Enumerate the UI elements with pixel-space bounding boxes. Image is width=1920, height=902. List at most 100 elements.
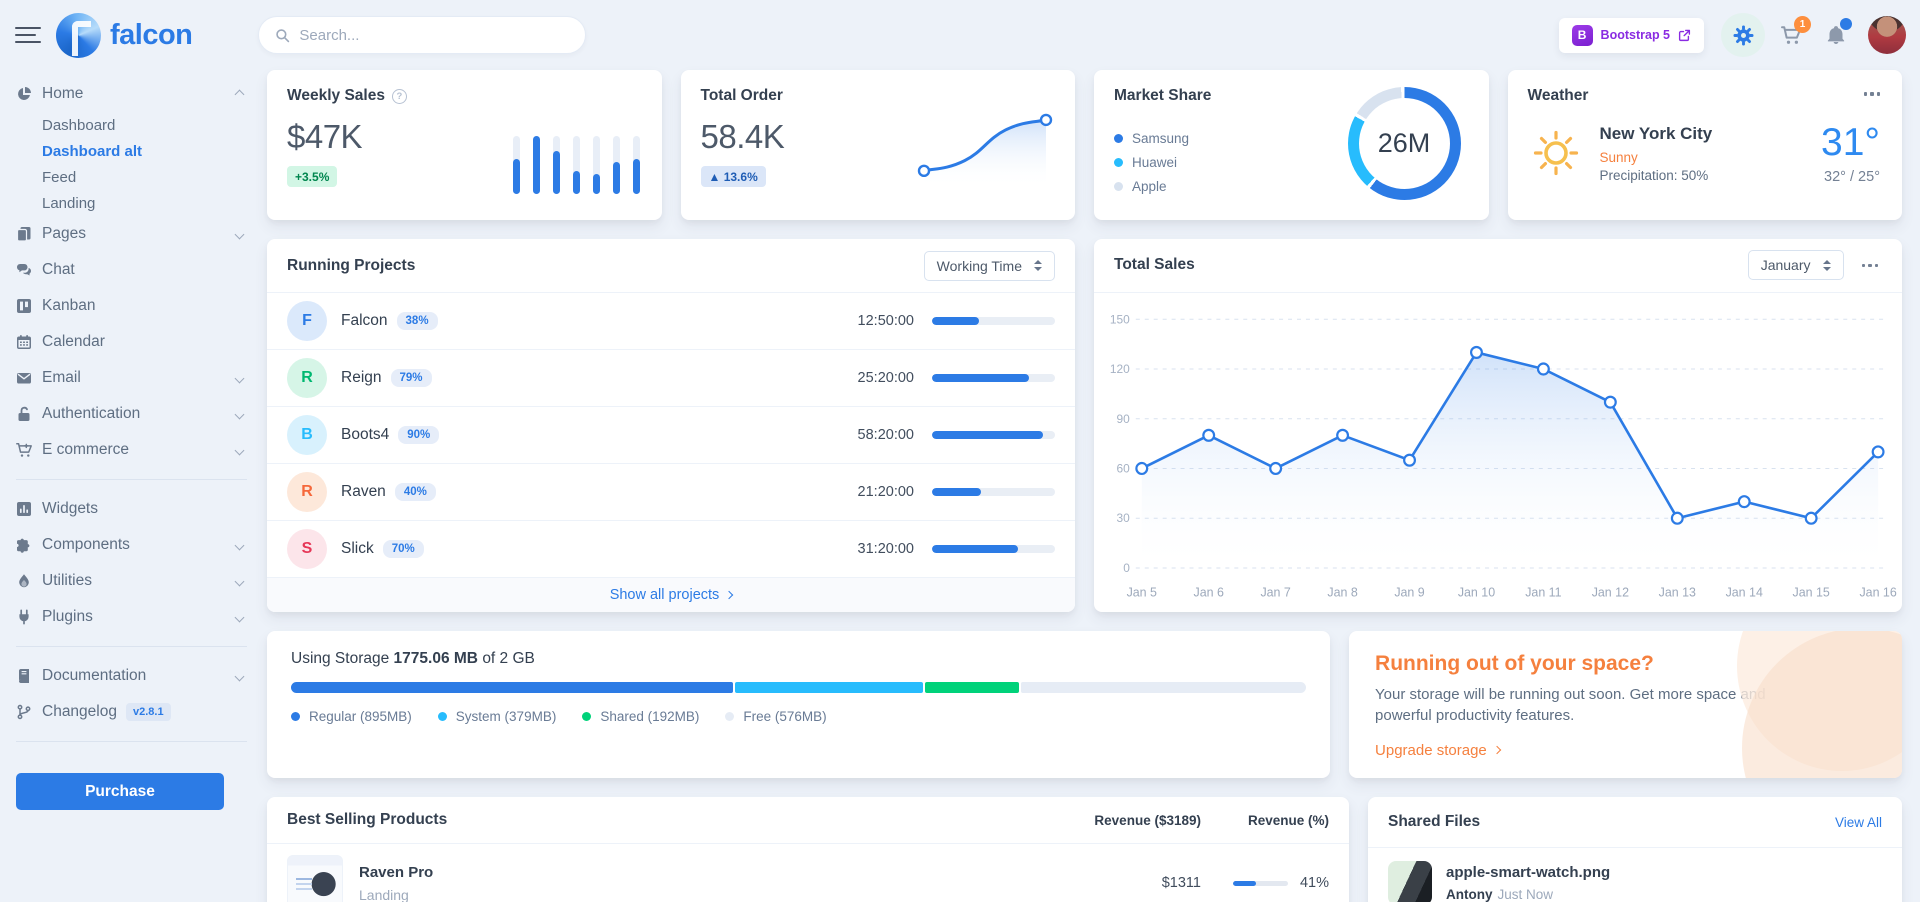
weather-city: New York City xyxy=(1599,123,1713,143)
project-avatar: R xyxy=(287,472,327,513)
total-order-title: Total Order xyxy=(700,87,783,104)
storage-card: Using Storage 1775.06 MB of 2 GB Regular… xyxy=(267,631,1331,778)
sidebar-item-home[interactable]: Home xyxy=(16,76,247,112)
sidebar-item-pages[interactable]: Pages xyxy=(16,216,247,252)
market-legend-item-huawei: Huawei xyxy=(1114,155,1469,170)
sidebar-subitem-dashboard[interactable]: Dashboard xyxy=(42,116,116,134)
user-avatar[interactable] xyxy=(1868,16,1906,54)
storage-legend-label: Shared (192MB) xyxy=(600,709,700,724)
book-icon xyxy=(16,668,34,685)
show-all-projects-link[interactable]: Show all projects xyxy=(267,578,1075,612)
project-row-reign: R Reign 79% 25:20:00 xyxy=(267,350,1075,408)
search-box[interactable] xyxy=(258,16,587,54)
weather-menu-button[interactable] xyxy=(1860,88,1885,100)
working-time-select-value: Working Time xyxy=(936,257,1022,274)
market-share-donut-chart: 26M xyxy=(1347,87,1461,200)
files-list: apple-smart-watch.png Antony Just Now xyxy=(1368,848,1902,902)
sidebar-subitem-landing[interactable]: Landing xyxy=(42,194,96,212)
sidebar-item-label: E commerce xyxy=(42,441,129,458)
sidebar: Home Dashboard Dashboard alt Feed Landing Pag… xyxy=(0,70,263,902)
storage-legend-label: Regular (895MB) xyxy=(309,709,412,724)
total-sales-menu-button[interactable] xyxy=(1858,260,1883,272)
sidebar-item-label: Kanban xyxy=(42,297,96,314)
sidebar-divider xyxy=(16,741,247,742)
search-input[interactable] xyxy=(299,26,570,44)
project-row-boots4: B Boots4 90% 58:20:00 xyxy=(267,407,1075,465)
sidebar-item-e-commerce[interactable]: E commerce xyxy=(16,432,247,468)
svg-text:Jan 10: Jan 10 xyxy=(1458,585,1495,599)
market-legend-label: Samsung xyxy=(1132,131,1190,146)
project-name-link[interactable]: Falcon xyxy=(341,312,388,330)
pie-chart-icon xyxy=(16,86,34,103)
project-progress-badge: 90% xyxy=(398,426,440,445)
project-row-right: 12:50:00 xyxy=(858,313,1055,329)
help-icon[interactable] xyxy=(391,88,407,104)
weekly-sales-badge: +3.5% xyxy=(287,166,338,187)
sidebar-item-label: Email xyxy=(42,369,81,386)
sidebar-divider xyxy=(16,479,247,480)
revenue-pct-column-header: Revenue (%) xyxy=(1247,812,1329,828)
sidebar-item-changelog[interactable]: Changelog v2.8.1 xyxy=(16,694,247,730)
sun-icon xyxy=(1533,130,1578,176)
storage-segment-free xyxy=(1021,682,1307,693)
weekly-sales-bar-fill xyxy=(612,162,620,194)
market-share-title: Market Share xyxy=(1114,87,1212,104)
lock-icon xyxy=(16,406,34,423)
chevron-down-icon xyxy=(234,373,245,383)
cart-button[interactable]: 1 xyxy=(1772,15,1811,55)
notifications-button[interactable] xyxy=(1817,15,1855,55)
weekly-sales-bar xyxy=(532,136,540,194)
upgrade-storage-link[interactable]: Upgrade storage xyxy=(1375,742,1502,759)
brand-logo[interactable]: falcon xyxy=(56,12,193,58)
project-name-link[interactable]: Raven xyxy=(341,483,386,501)
weekly-sales-title: Weekly Sales xyxy=(287,87,642,105)
file-name-link[interactable]: apple-smart-watch.png xyxy=(1445,864,1611,881)
sidebar-item-label: Home xyxy=(42,85,84,102)
project-progress-bar xyxy=(932,488,1055,497)
sidebar-item-components[interactable]: Components xyxy=(16,527,247,563)
storage-legend-label: Free (576MB) xyxy=(743,709,827,724)
svg-text:Jan 6: Jan 6 xyxy=(1194,585,1224,599)
weekly-sales-value: $47K xyxy=(287,118,363,155)
project-progress-fill xyxy=(932,488,982,497)
project-progress-badge: 79% xyxy=(390,369,432,388)
working-time-select[interactable]: Working Time xyxy=(923,250,1055,281)
sidebar-subitem-dashboard-alt[interactable]: Dashboard alt xyxy=(42,142,143,160)
sidebar-item-label: Pages xyxy=(42,225,86,242)
total-sales-title: Total Sales xyxy=(1114,256,1195,274)
sidebar-item-kanban[interactable]: Kanban xyxy=(16,288,247,324)
settings-button[interactable] xyxy=(1721,13,1765,57)
storage-legend-item: Shared (192MB) xyxy=(582,709,699,724)
project-row-right: 21:20:00 xyxy=(858,484,1055,500)
version-badge: v2.8.1 xyxy=(125,703,171,721)
sidebar-item-calendar[interactable]: Calendar xyxy=(16,324,247,360)
weekly-sales-bar-fill xyxy=(552,150,560,194)
sidebar-item-documentation[interactable]: Documentation xyxy=(16,658,247,694)
sidebar-item-utilities[interactable]: Utilities xyxy=(16,563,247,599)
show-all-projects-label: Show all projects xyxy=(609,587,720,604)
project-name-link[interactable]: Boots4 xyxy=(341,426,390,444)
brand-name: falcon xyxy=(110,18,193,51)
sidebar-item-chat[interactable]: Chat xyxy=(16,252,247,288)
sidebar-item-email[interactable]: Email xyxy=(16,360,247,396)
sidebar-toggle-button[interactable] xyxy=(15,23,41,48)
project-name-link[interactable]: Slick xyxy=(341,540,374,558)
fire-icon xyxy=(16,573,34,590)
sidebar-item-widgets[interactable]: Widgets xyxy=(16,491,247,527)
storage-segment-regular xyxy=(291,682,734,693)
project-name-link[interactable]: Reign xyxy=(341,369,382,387)
project-time: 21:20:00 xyxy=(857,484,914,501)
svg-text:Jan 9: Jan 9 xyxy=(1394,585,1424,599)
month-select[interactable]: January xyxy=(1747,250,1844,281)
chevron-right-icon xyxy=(725,590,734,600)
chevron-up-icon xyxy=(234,89,245,99)
chat-icon xyxy=(16,262,34,279)
sidebar-item-authentication[interactable]: Authentication xyxy=(16,396,247,432)
sidebar-item-plugins[interactable]: Plugins xyxy=(16,599,247,635)
total-order-line-chart xyxy=(915,106,1055,195)
bootstrap5-pill-button[interactable]: B Bootstrap 5 xyxy=(1558,17,1704,53)
product-name-link[interactable]: Raven Pro xyxy=(359,863,434,881)
sidebar-subitem-feed[interactable]: Feed xyxy=(42,168,77,186)
purchase-button[interactable]: Purchase xyxy=(16,773,224,810)
view-all-link[interactable]: View All xyxy=(1834,814,1882,830)
